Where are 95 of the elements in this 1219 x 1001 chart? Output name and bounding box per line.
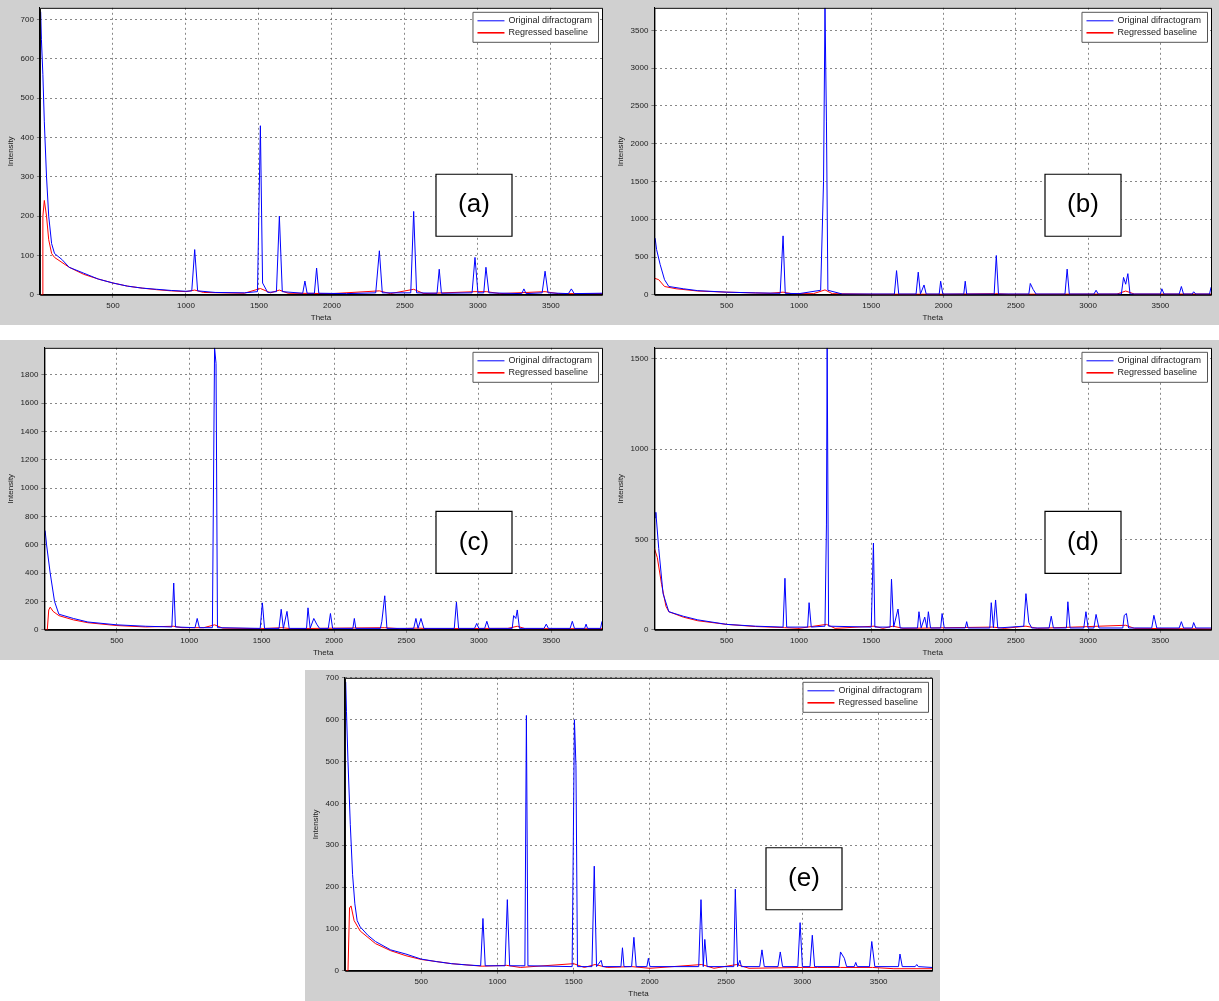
y-tick-label: 400	[25, 568, 39, 578]
y-tick-label: 100	[325, 924, 340, 934]
y-tick-label: 500	[635, 534, 649, 544]
legend-label: Original difractogram	[1117, 15, 1201, 26]
annotation: (a)	[458, 188, 490, 219]
y-tick-label: 500	[20, 93, 35, 103]
y-tick-label: 2000	[630, 138, 649, 148]
y-tick-label: 200	[20, 211, 35, 221]
y-tick-label: 0	[643, 290, 649, 299]
x-tick-label: 2000	[934, 300, 953, 310]
x-tick-label: 2500	[396, 300, 415, 310]
x-tick-label: 2000	[934, 635, 953, 645]
y-tick-label: 200	[325, 882, 340, 892]
x-tick-label: 3000	[793, 976, 812, 986]
x-tick-label: 3500	[542, 300, 561, 310]
x-tick-label: 3000	[469, 635, 489, 645]
y-tick-label: 0	[643, 625, 649, 634]
y-axis-title: Intensity	[311, 809, 320, 840]
y-tick-label: 0	[334, 966, 340, 975]
x-tick-label: 2500	[1006, 300, 1026, 310]
legend-label: Regressed baseline	[1117, 367, 1198, 378]
y-tick-label: 200	[25, 596, 39, 606]
x-tick-label: 1500	[564, 976, 584, 986]
y-tick-label: 500	[635, 252, 649, 262]
y-tick-label: 1500	[630, 353, 649, 363]
x-tick-label: 2500	[717, 976, 736, 986]
legend-label: Original difractogram	[1117, 355, 1201, 366]
y-tick-label: 0	[29, 290, 35, 299]
y-tick-label: 2500	[630, 101, 649, 111]
x-tick-label: 1000	[488, 976, 507, 986]
x-tick-label: 3500	[869, 976, 889, 986]
y-tick-label: 1400	[20, 426, 39, 436]
x-tick-label: 2500	[397, 635, 416, 645]
x-tick-label: 1000	[790, 300, 809, 310]
y-tick-label: 600	[20, 54, 35, 64]
y-tick-label: 700	[20, 14, 35, 24]
x-tick-label: 3000	[1079, 635, 1098, 645]
x-axis-title: Theta	[628, 989, 650, 999]
y-axis-title: Intensity	[6, 473, 15, 504]
legend-label: Original difractogram	[508, 15, 592, 26]
x-tick-label: 1000	[790, 635, 809, 645]
x-tick-label: 500	[106, 300, 121, 310]
y-tick-label: 1000	[20, 483, 39, 493]
y-tick-label: 1200	[20, 454, 39, 464]
x-tick-label: 500	[720, 635, 734, 645]
x-tick-label: 500	[110, 635, 125, 645]
x-tick-label: 1500	[862, 635, 881, 645]
x-tick-label: 3500	[1151, 635, 1170, 645]
legend-label: Regressed baseline	[508, 27, 589, 38]
y-axis-title: Intensity	[616, 473, 625, 504]
y-tick-label: 600	[325, 714, 340, 724]
y-tick-label: 400	[325, 798, 340, 808]
legend-label: Regressed baseline	[508, 367, 589, 378]
legend-label: Original difractogram	[838, 685, 922, 696]
legend-label: Regressed baseline	[838, 697, 919, 708]
y-tick-label: 100	[20, 250, 35, 260]
y-tick-label: 1800	[20, 369, 39, 379]
annotation: (e)	[788, 861, 820, 892]
y-tick-label: 1500	[630, 176, 649, 186]
annotation: (b)	[1067, 188, 1099, 219]
x-tick-label: 3500	[1151, 300, 1170, 310]
y-tick-label: 3500	[630, 25, 649, 35]
x-tick-label: 1000	[177, 300, 196, 310]
y-tick-label: 1000	[630, 214, 649, 224]
x-axis-title: Theta	[922, 313, 944, 323]
y-tick-label: 600	[25, 539, 39, 549]
x-tick-label: 1500	[250, 300, 269, 310]
x-tick-label: 1500	[252, 635, 272, 645]
annotation: (c)	[458, 525, 490, 556]
x-tick-label: 3500	[542, 635, 561, 645]
y-tick-label: 700	[325, 673, 340, 682]
x-tick-label: 1500	[862, 300, 881, 310]
x-tick-label: 3000	[1079, 300, 1098, 310]
x-tick-label: 3000	[469, 300, 488, 310]
y-tick-label: 1000	[630, 444, 649, 454]
x-tick-label: 1000	[180, 635, 199, 645]
annotation: (d)	[1067, 525, 1099, 556]
y-axis-title: Intensity	[6, 136, 15, 167]
y-tick-label: 1600	[20, 398, 39, 408]
legend-label: Original difractogram	[508, 355, 592, 366]
y-tick-label: 400	[20, 132, 35, 142]
x-axis-title: Theta	[310, 313, 332, 323]
y-tick-label: 300	[325, 840, 340, 850]
y-axis-title: Intensity	[616, 136, 625, 167]
x-axis-title: Theta	[922, 648, 944, 658]
x-tick-label: 500	[720, 300, 734, 310]
legend-label: Regressed baseline	[1117, 27, 1198, 38]
x-tick-label: 500	[414, 976, 429, 986]
x-tick-label: 2500	[1006, 635, 1026, 645]
y-tick-label: 300	[20, 172, 35, 182]
x-axis-title: Theta	[312, 648, 334, 658]
y-tick-label: 0	[33, 625, 39, 634]
y-tick-label: 500	[325, 756, 340, 766]
y-tick-label: 800	[25, 511, 39, 521]
y-tick-label: 3000	[630, 63, 649, 73]
